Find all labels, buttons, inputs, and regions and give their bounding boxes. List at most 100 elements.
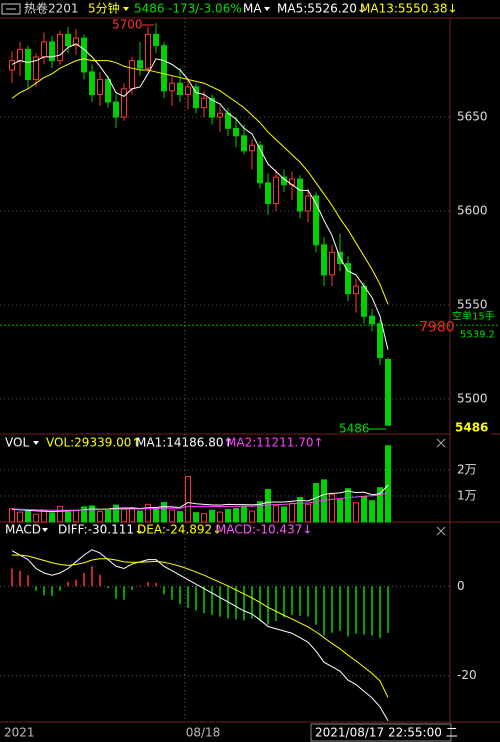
legend-dea: DEA:-24.892↓ bbox=[137, 523, 222, 537]
candle-body bbox=[169, 82, 175, 92]
x-tick-label: 2021 bbox=[4, 726, 35, 740]
low-label: 5486 bbox=[339, 422, 370, 436]
candle-body bbox=[265, 182, 271, 204]
volume-bar bbox=[81, 506, 87, 523]
candle-body bbox=[297, 178, 303, 212]
ma-line bbox=[11, 43, 389, 350]
macd-title[interactable]: MACD bbox=[5, 523, 41, 537]
cursor-box bbox=[310, 723, 452, 742]
last-price-box bbox=[451, 421, 491, 436]
vol-label: VOL:29339.00↑ bbox=[46, 436, 141, 450]
candle-body bbox=[57, 33, 63, 62]
y-tick-label: 5550 bbox=[457, 297, 488, 311]
y-tick-label: 5600 bbox=[457, 203, 488, 217]
volume-bar bbox=[369, 500, 375, 523]
volume-bar bbox=[281, 506, 287, 523]
order-price: 5539.2 bbox=[460, 329, 495, 340]
candle-body bbox=[329, 251, 335, 276]
symbol[interactable]: 热卷2201 bbox=[24, 1, 79, 16]
volume-bar bbox=[377, 487, 383, 523]
legend-ma5: MA5:5526.20↓ bbox=[277, 2, 367, 16]
candle-body bbox=[313, 195, 319, 246]
volume-bar bbox=[145, 503, 151, 523]
candle-body bbox=[81, 37, 87, 73]
volume-bar bbox=[313, 483, 319, 523]
ma-line bbox=[12, 554, 389, 698]
volume-bar bbox=[385, 445, 391, 523]
candle-body bbox=[129, 60, 135, 90]
dropdown-arrow bbox=[42, 528, 48, 532]
candle-body bbox=[25, 48, 31, 80]
volume-bar bbox=[9, 507, 15, 523]
volume-bar bbox=[129, 507, 135, 523]
close-button[interactable] bbox=[436, 438, 446, 448]
menu-icon[interactable] bbox=[1, 3, 21, 15]
price: 5486 bbox=[134, 2, 165, 16]
volume-bar bbox=[329, 494, 335, 523]
legend-ma13: MA13:5550.38↓ bbox=[360, 2, 458, 16]
volume-bar bbox=[105, 509, 111, 523]
volume-bar bbox=[97, 511, 103, 523]
candle-body bbox=[153, 33, 159, 47]
vol-title[interactable]: VOL bbox=[5, 436, 29, 450]
close-button[interactable] bbox=[436, 526, 446, 536]
y-tick-label: 1万 bbox=[457, 489, 477, 503]
candle-body bbox=[113, 101, 119, 118]
candle-body bbox=[305, 195, 311, 212]
volume-bar bbox=[241, 505, 247, 523]
legend-ma2: MA2:11211.70↑ bbox=[226, 436, 324, 450]
candle-body bbox=[241, 135, 247, 152]
volume-bar bbox=[233, 507, 239, 523]
y-tick-label: 5650 bbox=[457, 110, 488, 124]
candle-body bbox=[177, 82, 183, 95]
candle-body bbox=[193, 86, 199, 109]
candle-body bbox=[121, 88, 127, 118]
dropdown-arrow bbox=[264, 7, 270, 11]
period[interactable]: 5分钟 bbox=[88, 1, 120, 16]
volume-bar bbox=[73, 510, 79, 523]
last-price: 5486 bbox=[455, 421, 488, 435]
candle-body bbox=[145, 33, 151, 69]
volume-bar bbox=[153, 507, 159, 523]
candle-body bbox=[73, 37, 79, 47]
candle-body bbox=[225, 112, 231, 129]
y-tick-label: -20 bbox=[457, 668, 477, 682]
volume-bar bbox=[121, 508, 127, 523]
volume-bar bbox=[209, 509, 215, 523]
candle-body bbox=[321, 244, 327, 276]
candle-body bbox=[377, 323, 383, 359]
volume-bar bbox=[345, 488, 351, 523]
candle-body bbox=[33, 56, 39, 80]
indicator[interactable]: MA bbox=[243, 2, 262, 16]
y-tick-label: 2万 bbox=[457, 463, 477, 477]
volume-bar bbox=[89, 505, 95, 523]
ma-line bbox=[11, 58, 389, 305]
volume-bar bbox=[289, 502, 295, 523]
candle-body bbox=[369, 315, 375, 325]
x-tick-label: 08/18 bbox=[186, 726, 221, 740]
candle-body bbox=[49, 41, 55, 62]
volume-bar bbox=[305, 503, 311, 523]
volume-bar bbox=[265, 489, 271, 523]
high-label: 5700 bbox=[112, 18, 143, 32]
volume-bar bbox=[217, 511, 223, 523]
volume-bar bbox=[273, 504, 279, 523]
candle-body bbox=[201, 97, 207, 109]
candle-body bbox=[65, 33, 71, 47]
volume-bar bbox=[65, 511, 71, 523]
cursor-time: 2021/08/17 22:55:00 二 bbox=[315, 726, 458, 740]
ma-line bbox=[11, 492, 389, 511]
volume-bar bbox=[353, 502, 359, 523]
volume-bar bbox=[177, 511, 183, 523]
volume-bar bbox=[249, 510, 255, 523]
dropdown-arrow bbox=[123, 7, 129, 11]
candle-body bbox=[97, 78, 103, 95]
candle-body bbox=[9, 60, 15, 71]
volume-bar bbox=[225, 509, 231, 523]
dropdown-arrow bbox=[33, 441, 39, 445]
volume-bar bbox=[33, 513, 39, 523]
change: -173/-3.06% bbox=[168, 2, 242, 16]
candle-body bbox=[345, 263, 351, 295]
candle-body bbox=[209, 97, 215, 118]
